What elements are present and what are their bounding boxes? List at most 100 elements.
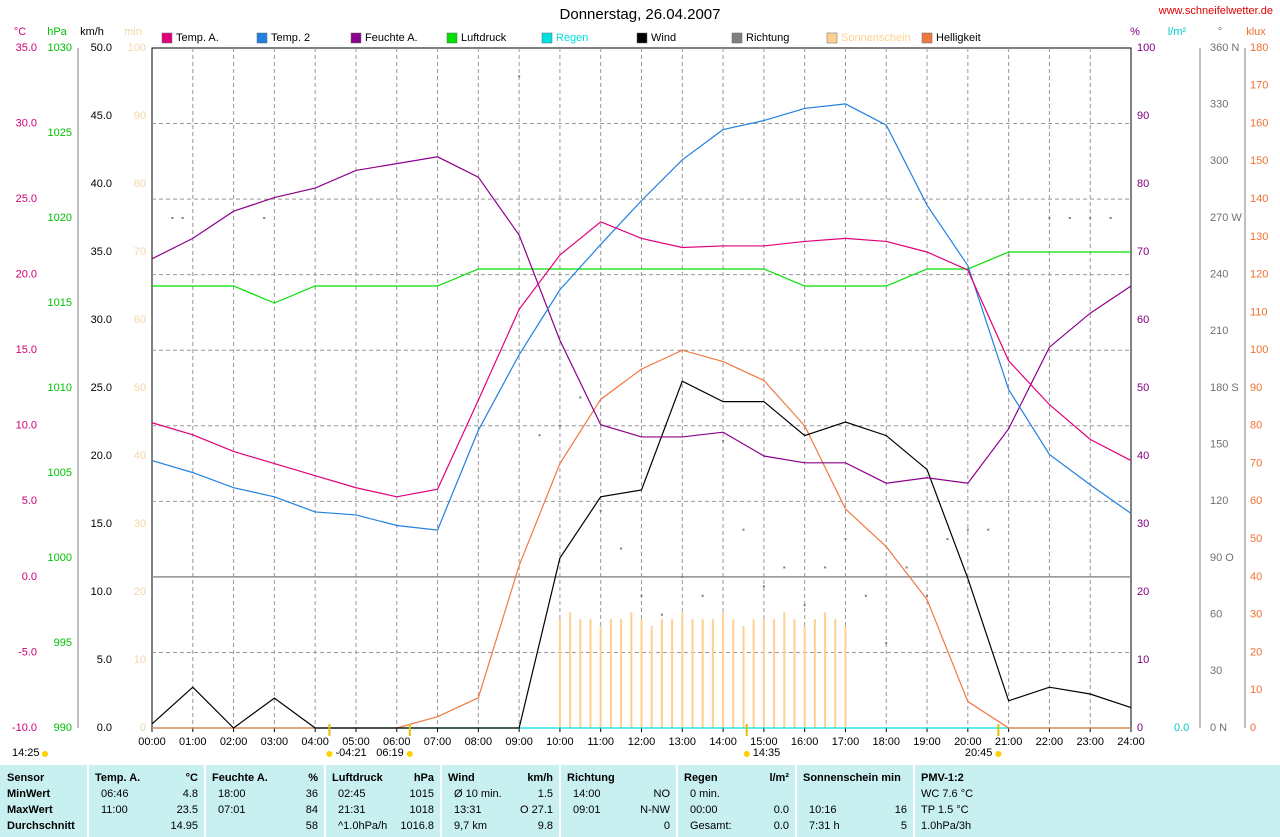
y-tick-label: 130	[1250, 231, 1268, 243]
y-tick-label: 150	[1250, 155, 1268, 167]
cell-left: 09:01	[573, 804, 601, 816]
x-tick-label: 22:00	[1036, 736, 1064, 748]
direction-dot	[1089, 217, 1092, 219]
y-tick-label: 50	[1137, 382, 1149, 394]
y-tick-label: 180	[1250, 42, 1268, 54]
direction-dot	[620, 547, 623, 550]
x-tick-label: 20:00	[954, 736, 982, 748]
y-tick-label: 35.0	[16, 42, 37, 54]
cell-left: 21:31	[338, 804, 366, 816]
sunshine-bar	[742, 626, 745, 728]
column-unit: l/m²	[769, 772, 789, 784]
y-tick-label: 80	[1250, 420, 1262, 432]
y-tick-label: 180 S	[1210, 382, 1239, 394]
y-tick-label: 20.0	[16, 269, 37, 281]
x-tick-label: 18:00	[872, 736, 900, 748]
row-label: MaxWert	[7, 804, 53, 816]
annotation-label: 06:19	[376, 747, 404, 759]
legend-label: Temp. A.	[176, 32, 219, 44]
cell-left: Ø 10 min.	[454, 788, 502, 800]
sunshine-bar	[752, 619, 755, 728]
y-tick-label: 90	[1250, 382, 1262, 394]
direction-dot	[762, 585, 765, 588]
cell-right: 1015	[410, 788, 434, 800]
x-tick-label: 00:00	[138, 736, 166, 748]
y-tick-label: 30.0	[91, 314, 112, 326]
sunshine-bar	[681, 612, 684, 728]
x-tick-label: 08:00	[465, 736, 493, 748]
cell-right: 1016.8	[400, 820, 434, 832]
direction-dot	[1130, 217, 1132, 219]
legend-swatch	[446, 32, 458, 44]
y-tick-label: 90	[1137, 110, 1149, 122]
sunshine-bar	[803, 626, 806, 728]
sunshine-bar	[589, 619, 592, 728]
direction-dot	[783, 566, 786, 569]
cell-left: 9,7 km	[454, 820, 487, 832]
cell-right: O 27.1	[520, 804, 553, 816]
day-length: 14:25	[12, 747, 40, 759]
chart-title: Donnerstag, 26.04.2007	[560, 6, 721, 23]
direction-dot	[579, 396, 582, 399]
y-tick-label: 35.0	[91, 246, 112, 258]
y-tick-label: 40.0	[91, 178, 112, 190]
x-tick-label: 11:00	[587, 736, 614, 748]
sunshine-bar	[793, 619, 796, 728]
y-tick-label: 70	[134, 246, 146, 258]
sunshine-bar	[722, 612, 725, 728]
annotation-label: -04:21	[335, 747, 366, 759]
y-tick-label: 30.0	[16, 117, 37, 129]
legend-swatch	[256, 32, 268, 44]
y-tick-label: 10.0	[91, 586, 112, 598]
sunshine-bar	[844, 626, 847, 728]
x-tick-label: 09:00	[505, 736, 533, 748]
y-tick-label: 110	[1250, 306, 1268, 318]
legend-label: Regen	[556, 32, 588, 44]
y-tick-label: 60	[1250, 495, 1262, 507]
direction-dot	[987, 528, 990, 531]
sunshine-bar	[762, 619, 765, 728]
y-tick-label: 10	[1137, 654, 1149, 666]
annotation-label: 20:45	[965, 747, 993, 759]
y-tick-label: 10.0	[16, 420, 37, 432]
y-tick-label: 0	[1137, 722, 1143, 734]
sunshine-bar	[609, 619, 612, 728]
legend-swatch	[636, 32, 648, 44]
sunshine-bar	[630, 612, 633, 728]
y-tick-label: 5.0	[22, 495, 37, 507]
column-header: PMV-1:2	[921, 772, 964, 784]
x-tick-label: 19:00	[913, 736, 941, 748]
y-tick-label: 70	[1250, 457, 1262, 469]
cell-right: 4.8	[183, 788, 198, 800]
legend-swatch	[921, 32, 933, 44]
cell-left: 13:31	[454, 804, 482, 816]
cell-left: 14:00	[573, 788, 601, 800]
y-tick-label: 30	[1210, 665, 1222, 677]
legend-label: Luftdruck	[461, 32, 507, 44]
y-tick-label: 1010	[48, 382, 72, 394]
x-tick-label: 07:00	[424, 736, 452, 748]
x-tick-label: 02:00	[220, 736, 248, 748]
sunshine-bar	[701, 619, 704, 728]
cell-right: 1018	[410, 804, 434, 816]
sunshine-bar	[671, 619, 674, 728]
sunshine-bar	[691, 619, 694, 728]
sunshine-bar	[660, 619, 663, 728]
series-line	[151, 156, 1132, 484]
series-line	[151, 103, 1132, 531]
column-header: Luftdruck	[332, 772, 384, 784]
y-tick-label: 40	[134, 450, 146, 462]
direction-dot	[864, 594, 867, 597]
axis-unit: min	[124, 26, 142, 38]
row-label: Durchschnitt	[7, 820, 75, 832]
y-tick-label: 90 O	[1210, 552, 1234, 564]
direction-dot	[722, 439, 725, 442]
y-tick-label: 25.0	[91, 382, 112, 394]
legend-label: Temp. 2	[271, 32, 310, 44]
direction-dot	[905, 566, 908, 569]
legend-label: Helligkeit	[936, 32, 981, 44]
y-tick-label: 45.0	[91, 110, 112, 122]
y-tick-label: 25.0	[16, 193, 37, 205]
x-tick-label: 10:00	[546, 736, 574, 748]
y-tick-label: 60	[134, 314, 146, 326]
